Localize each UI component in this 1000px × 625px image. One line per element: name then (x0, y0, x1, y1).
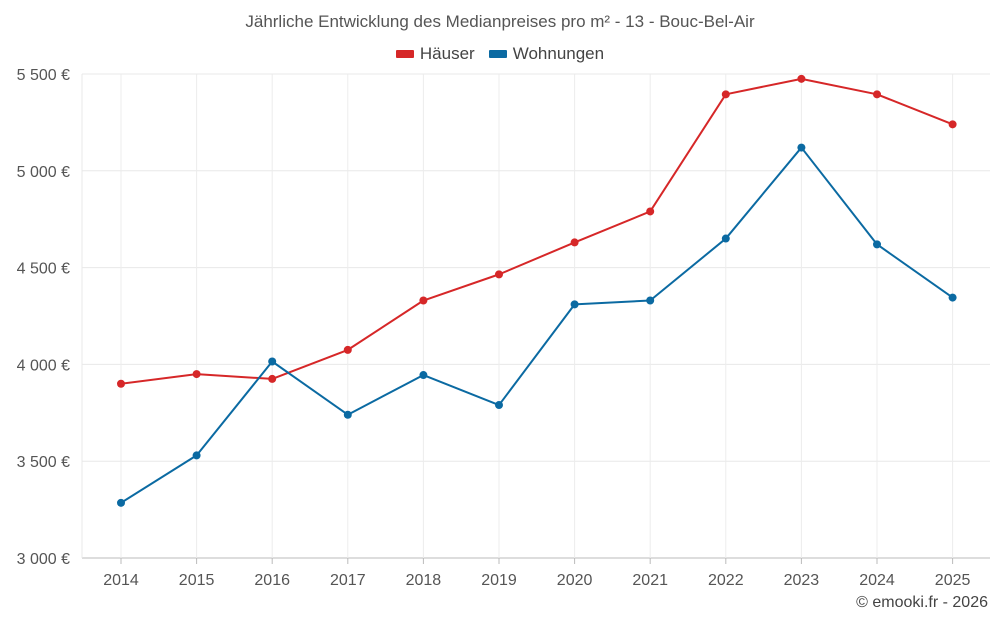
data-point-haeuser (343, 345, 352, 354)
y-tick-label: 5 500 € (17, 67, 70, 84)
data-point-wohnungen (721, 234, 730, 243)
x-tick-label: 2022 (708, 572, 744, 589)
data-point-haeuser (192, 370, 201, 379)
data-point-wohnungen (268, 357, 277, 366)
x-tick-label: 2017 (330, 572, 366, 589)
legend-swatch-haeuser (395, 50, 414, 58)
data-point-haeuser (419, 296, 428, 305)
series-line-haeuser (120, 77, 953, 385)
data-point-haeuser (117, 379, 125, 388)
x-tick-label: 2023 (784, 572, 820, 589)
data-point-wohnungen (343, 410, 352, 419)
legend-label-haeuser: Häuser (419, 44, 475, 63)
data-point-wohnungen (570, 300, 579, 309)
legend-item-haeuser[interactable]: Häuser (395, 44, 475, 64)
data-point-wohnungen (948, 293, 957, 302)
x-tick-label: 2015 (179, 572, 215, 589)
data-point-haeuser (646, 207, 655, 216)
data-point-wohnungen (117, 498, 125, 507)
y-tick-label: 3 000 € (17, 551, 70, 568)
x-tick-label: 2020 (557, 572, 593, 589)
data-point-wohnungen (873, 240, 881, 249)
data-point-haeuser (873, 90, 881, 99)
data-point-wohnungen (192, 451, 201, 460)
chart-legend: Häuser Wohnungen (0, 44, 1000, 64)
data-point-wohnungen (495, 401, 503, 410)
x-tick-label: 2014 (103, 572, 139, 589)
data-point-wohnungen (797, 143, 806, 152)
data-point-haeuser (948, 120, 957, 129)
chart-title: Jährliche Entwicklung des Medianpreises … (245, 12, 755, 31)
series-line-wohnungen (120, 146, 954, 504)
y-tick-label: 3 500 € (17, 454, 70, 471)
x-tick-label: 2018 (406, 572, 442, 589)
legend-item-wohnungen[interactable]: Wohnungen (488, 44, 605, 64)
data-point-haeuser (570, 238, 579, 247)
x-tick-label: 2024 (859, 572, 895, 589)
y-tick-label: 5 000 € (17, 164, 70, 181)
x-tick-label: 2021 (632, 572, 668, 589)
legend-label-wohnungen: Wohnungen (512, 44, 605, 63)
data-point-haeuser (721, 90, 730, 99)
x-tick-label: 2025 (935, 572, 971, 589)
copyright-text: © emooki.fr - 2026 (856, 594, 988, 611)
data-point-wohnungen (646, 296, 655, 305)
x-tick-label: 2019 (481, 572, 517, 589)
x-tick-label: 2016 (254, 572, 290, 589)
legend-swatch-wohnungen (488, 50, 507, 58)
data-point-wohnungen (419, 371, 428, 380)
data-point-haeuser (495, 270, 503, 279)
y-tick-label: 4 500 € (17, 261, 70, 278)
data-point-haeuser (797, 74, 806, 83)
y-tick-label: 4 000 € (17, 357, 70, 374)
data-point-haeuser (268, 374, 277, 383)
